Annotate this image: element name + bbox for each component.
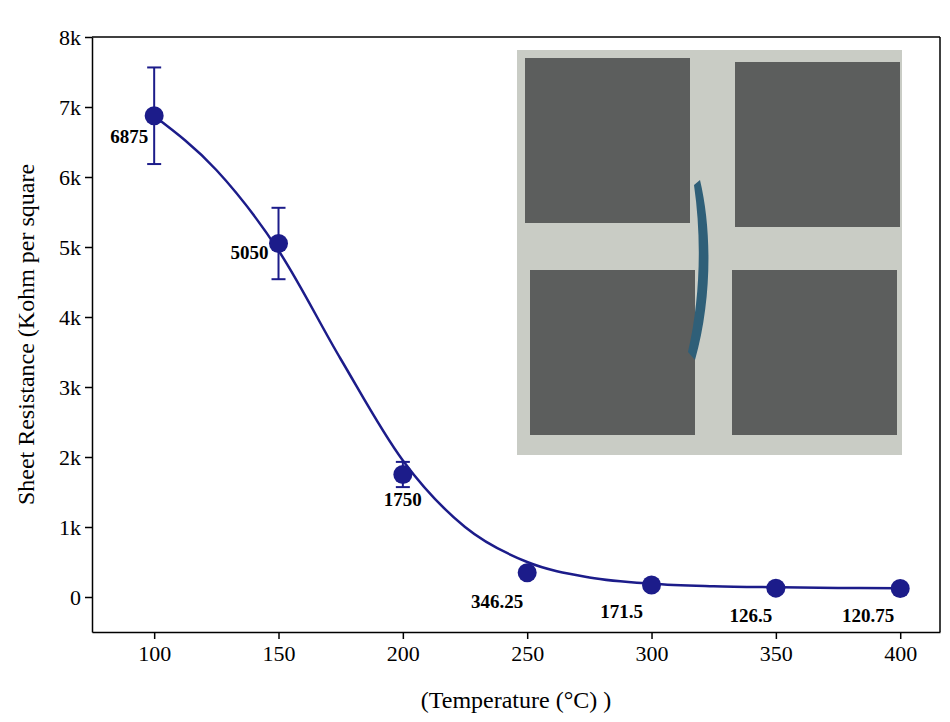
y-tick-mark	[85, 247, 92, 249]
y-tick-label: 4k	[59, 305, 81, 330]
data-point	[518, 563, 537, 582]
error-bar-cap	[147, 163, 161, 165]
x-tick-mark	[527, 632, 529, 639]
y-axis: 0 1k 2k 3k 4k 5k 6k 7k 8k	[59, 25, 93, 633]
y-tick-mark	[85, 387, 92, 389]
x-axis-title: (Temperature (°C) )	[421, 687, 612, 713]
y-tick: 6k	[59, 165, 92, 190]
inset-photo	[517, 50, 902, 455]
error-bar-cap	[272, 278, 286, 280]
x-tick-mark	[154, 632, 156, 639]
x-tick: 150	[263, 632, 296, 666]
y-tick: 0	[70, 585, 92, 610]
y-tick-mark	[85, 177, 92, 179]
plot-frame	[92, 36, 940, 38]
y-tick-mark	[85, 107, 92, 109]
data-point	[269, 234, 288, 253]
x-tick-label: 200	[387, 641, 420, 666]
y-tick: 5k	[59, 235, 92, 260]
y-tick-mark	[85, 317, 92, 319]
plot-marks	[145, 67, 910, 598]
x-axis-line	[93, 632, 941, 634]
y-tick-label: 3k	[59, 375, 81, 400]
x-tick: 400	[884, 632, 917, 666]
y-tick-label: 7k	[59, 95, 81, 120]
x-tick: 250	[511, 632, 544, 666]
y-tick: 8k	[59, 25, 92, 50]
x-tick: 300	[636, 632, 669, 666]
x-tick-mark	[900, 632, 902, 639]
y-axis-line	[92, 38, 94, 633]
inset-square	[735, 62, 900, 227]
data-label: 126.5	[729, 605, 772, 626]
y-tick-mark	[85, 527, 92, 529]
error-bar-cap	[147, 66, 161, 68]
x-tick: 200	[387, 632, 420, 666]
y-tick-label: 6k	[59, 165, 81, 190]
data-point	[766, 579, 785, 598]
x-tick: 350	[760, 632, 793, 666]
y-tick-mark	[85, 37, 92, 39]
y-tick-mark	[85, 597, 92, 599]
data-label: 120.75	[842, 605, 894, 626]
y-tick: 3k	[59, 375, 92, 400]
inset-background	[517, 50, 902, 455]
y-tick: 7k	[59, 95, 92, 120]
y-tick: 2k	[59, 445, 92, 470]
x-tick-mark	[776, 632, 778, 639]
x-tick-label: 100	[138, 641, 171, 666]
y-tick: 4k	[59, 305, 92, 330]
inset-streak	[688, 180, 708, 360]
data-point	[145, 106, 164, 125]
y-tick-label: 2k	[59, 445, 81, 470]
x-tick-mark	[403, 632, 405, 639]
y-tick-label: 8k	[59, 25, 81, 50]
data-label: 171.5	[600, 601, 643, 622]
y-tick-label: 1k	[59, 515, 81, 540]
inset-square	[525, 58, 690, 223]
y-tick-mark	[85, 457, 92, 459]
error-bar-cap	[396, 461, 410, 463]
x-tick-label: 300	[636, 641, 669, 666]
y-tick-label: 0	[70, 585, 81, 610]
x-tick-mark	[651, 632, 653, 639]
x-tick-label: 400	[884, 641, 917, 666]
x-tick-label: 150	[263, 641, 296, 666]
inset-square	[732, 270, 897, 435]
data-label: 6875	[110, 126, 148, 147]
data-point	[393, 465, 412, 484]
data-label: 346.25	[471, 591, 523, 612]
data-label: 1750	[384, 489, 422, 510]
x-tick: 100	[138, 632, 171, 666]
fit-curve	[154, 116, 900, 588]
plot-frame	[939, 37, 941, 632]
y-tick-label: 5k	[59, 235, 81, 260]
y-axis-title: Sheet Resistance (Kohm per square	[13, 164, 39, 505]
x-tick-label: 350	[760, 641, 793, 666]
x-axis: 100 150 200 250 300 350 400	[93, 632, 941, 666]
x-tick-label: 250	[511, 641, 544, 666]
data-labels: 6875 5050 1750 346.25 171.5 126.5 120.75	[110, 126, 894, 626]
data-point	[642, 575, 661, 594]
x-tick-mark	[278, 632, 280, 639]
data-point	[891, 579, 910, 598]
y-tick: 1k	[59, 515, 92, 540]
error-bar-cap	[272, 207, 286, 209]
inset-square	[530, 270, 695, 435]
data-label: 5050	[231, 242, 269, 263]
chart: 100 150 200 250 300 350 400 0 1k 2k 3k 4k 5k 6k 7k 8k (T…	[0, 0, 950, 722]
